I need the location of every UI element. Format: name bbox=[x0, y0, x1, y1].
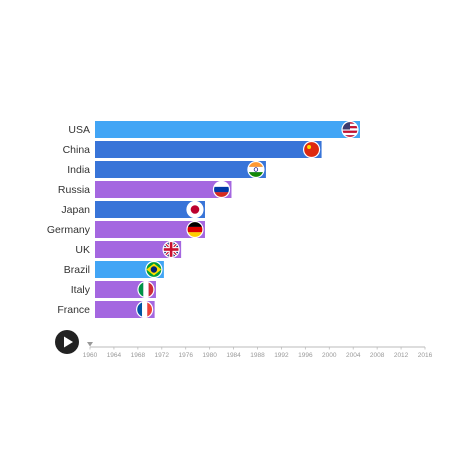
timeline-handle[interactable] bbox=[87, 342, 93, 347]
category-label-brazil: Brazil bbox=[64, 264, 90, 276]
category-label-italy: Italy bbox=[71, 284, 91, 296]
timeline-tick-label: 1988 bbox=[250, 352, 265, 359]
category-label-uk: UK bbox=[75, 244, 90, 256]
timeline-tick-label: 2008 bbox=[370, 352, 385, 359]
italy-flag-icon bbox=[137, 280, 155, 299]
bar-russia bbox=[95, 181, 232, 198]
category-label-japan: Japan bbox=[61, 204, 90, 216]
timeline-tick-label: 1972 bbox=[155, 352, 170, 359]
timeline-tick-label: 1992 bbox=[274, 352, 289, 359]
bar-germany bbox=[95, 221, 205, 238]
brazil-flag-icon bbox=[145, 260, 163, 279]
bar-japan bbox=[95, 201, 205, 218]
bar-usa bbox=[95, 121, 360, 138]
usa-flag-icon bbox=[341, 120, 359, 139]
timeline-tick-label: 1976 bbox=[178, 352, 193, 359]
category-label-china: China bbox=[63, 144, 91, 156]
timeline-tick-label: 2016 bbox=[418, 352, 433, 359]
bar-uk bbox=[95, 241, 182, 258]
india-flag-icon bbox=[247, 160, 265, 179]
category-label-russia: Russia bbox=[58, 184, 90, 196]
category-label-france: France bbox=[57, 304, 90, 316]
uk-flag-icon bbox=[162, 240, 180, 259]
germany-flag-icon bbox=[186, 220, 204, 239]
timeline-tick-label: 2012 bbox=[394, 352, 409, 359]
timeline-tick-label: 1968 bbox=[131, 352, 146, 359]
timeline-tick-label: 2004 bbox=[346, 352, 361, 359]
timeline-tick-label: 1984 bbox=[226, 352, 241, 359]
france-flag-icon bbox=[136, 300, 154, 319]
category-label-india: India bbox=[67, 164, 90, 176]
play-icon bbox=[64, 336, 73, 348]
bar-india bbox=[95, 161, 266, 178]
timeline-tick-label: 1980 bbox=[202, 352, 217, 359]
russia-flag-icon bbox=[212, 180, 231, 199]
category-label-usa: USA bbox=[68, 124, 90, 136]
bar-china bbox=[95, 141, 322, 158]
china-flag-icon bbox=[302, 140, 321, 159]
timeline-tick-label: 1964 bbox=[107, 352, 122, 359]
timeline-tick-label: 1996 bbox=[298, 352, 313, 359]
japan-flag-icon bbox=[186, 200, 204, 219]
timeline-tick-label: 1960 bbox=[83, 352, 98, 359]
timeline-tick-label: 2000 bbox=[322, 352, 337, 359]
category-label-germany: Germany bbox=[47, 224, 91, 236]
play-button[interactable] bbox=[55, 330, 79, 354]
